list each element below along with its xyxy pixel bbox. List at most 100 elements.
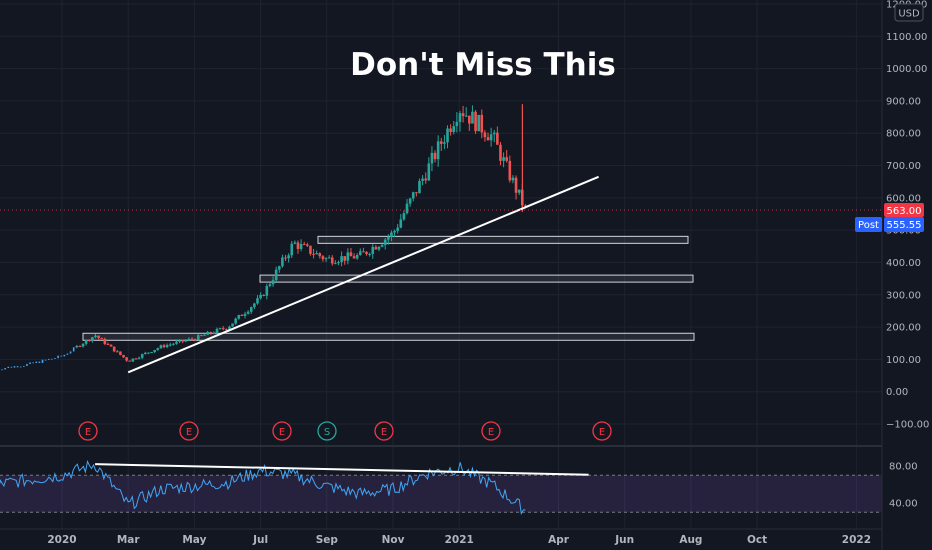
price-candle [362,251,365,253]
price-candle [112,346,116,352]
time-tick-label: Sep [316,534,339,546]
price-candle [368,253,371,255]
price-scale[interactable] [882,0,932,550]
price-candle [449,128,452,132]
price-candle [51,358,53,360]
earnings-marker[interactable]: E [592,421,612,441]
earnings-marker[interactable]: E [374,421,394,441]
rsi-tick-label: 80.00 [889,462,918,473]
price-candle [243,313,247,316]
price-candle [253,303,256,308]
price-tick-label: 600.00 [886,193,921,204]
price-candle [455,121,459,127]
price-candle [505,157,509,161]
price-candle [1,369,3,371]
time-tick-label: Aug [679,534,702,546]
grid-lines [0,0,882,529]
price-candle [7,366,10,368]
event-label: E [85,427,91,438]
price-tick-label: 900.00 [886,96,921,107]
price-tick-label: 200.00 [886,323,921,334]
price-candle [427,163,431,181]
price-candle [287,255,290,259]
price-candle [352,256,356,259]
price-candle [284,257,287,259]
price-candle [221,328,225,330]
split-marker[interactable]: S [317,421,337,441]
price-candle [240,315,244,317]
support-zones[interactable] [82,235,695,341]
price-candle [321,256,325,260]
price-candle [446,128,449,143]
event-circle [481,421,501,441]
earnings-marker[interactable]: E [481,421,501,441]
time-tick-label: May [182,534,206,546]
price-candle [13,366,16,368]
price-candle [408,198,412,204]
price-candle [430,152,434,164]
price-candle [312,253,315,255]
price-candle [262,294,266,296]
rsi-tick-label: 40.00 [889,499,918,510]
price-candle [315,253,318,255]
price-candle [461,113,465,117]
post-price-badge [884,217,924,232]
time-tick-label: Oct [747,534,767,546]
price-candle [209,331,213,334]
currency-badge[interactable] [894,3,924,22]
price-candle [293,242,297,244]
price-candle [383,239,387,246]
price-candle [41,359,44,363]
event-label: S [324,427,330,438]
price-candle [458,113,462,122]
price-candle [75,345,79,348]
rsi-line [0,459,526,516]
post-price-label: 555.55 [887,220,922,231]
price-candle [365,251,368,255]
currency-label: USD [898,9,920,20]
price-candle [193,339,197,341]
price-candle [115,351,119,353]
price-candle [184,340,188,342]
price-candle [153,349,156,353]
rsi-band [0,475,882,513]
time-tick-label: Jun [614,534,634,546]
price-candle [159,345,163,349]
price-candle [306,244,309,246]
price-candle [259,294,262,299]
price-candle [277,266,281,270]
earnings-marker[interactable]: E [78,421,98,441]
price-candle [66,353,69,355]
price-candle [172,343,175,345]
price-candle [387,237,390,240]
price-candle [78,345,82,347]
price-candle [168,344,172,346]
price-candle [271,280,275,285]
price-trendline[interactable] [127,175,599,374]
price-candle [38,361,41,363]
price-candle [231,323,234,327]
price-candle [281,257,284,267]
rsi-trendline [95,463,589,476]
price-badge-label: 563.00 [887,206,922,217]
price-candle [480,114,484,133]
price-candle [486,137,490,141]
chart-title: Don't Miss This [350,47,616,83]
earnings-marker[interactable]: E [179,421,199,441]
price-candle [134,358,138,360]
price-candle [54,358,56,359]
price-candle [358,251,362,255]
price-candle [122,354,125,358]
price-candle [268,284,272,286]
price-candle [468,115,471,124]
time-tick-label: Nov [382,534,405,546]
price-candle [524,205,527,207]
earnings-marker[interactable]: E [272,421,292,441]
price-candle [128,360,132,362]
event-circle [317,421,337,441]
price-candle [140,354,144,358]
post-tag [855,217,882,232]
price-candle [380,245,384,247]
